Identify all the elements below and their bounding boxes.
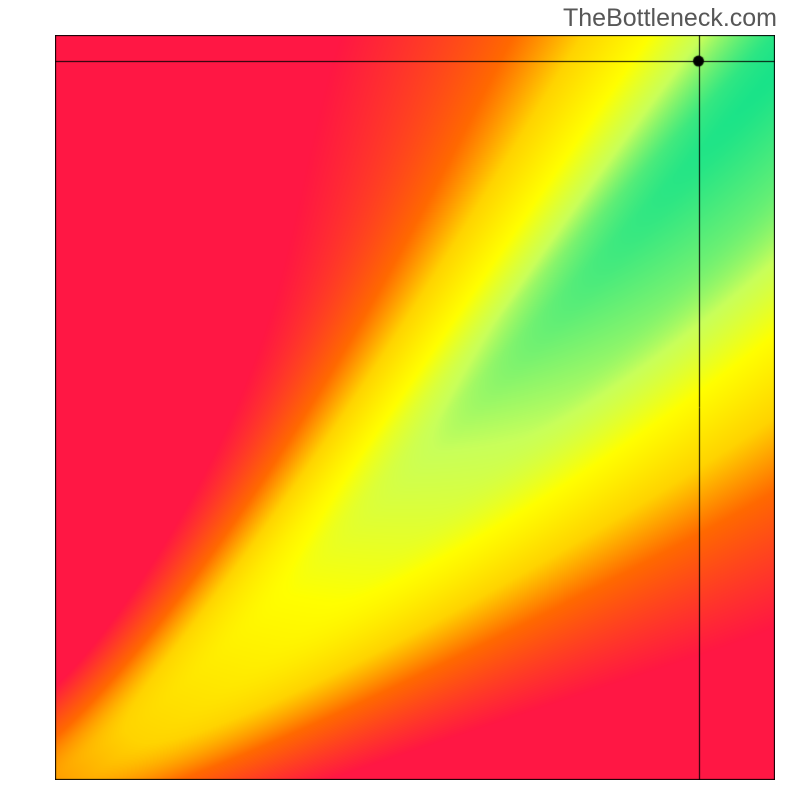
heatmap-canvas: [55, 35, 775, 780]
heatmap-chart: [55, 35, 775, 780]
watermark-text: TheBottleneck.com: [563, 4, 777, 33]
